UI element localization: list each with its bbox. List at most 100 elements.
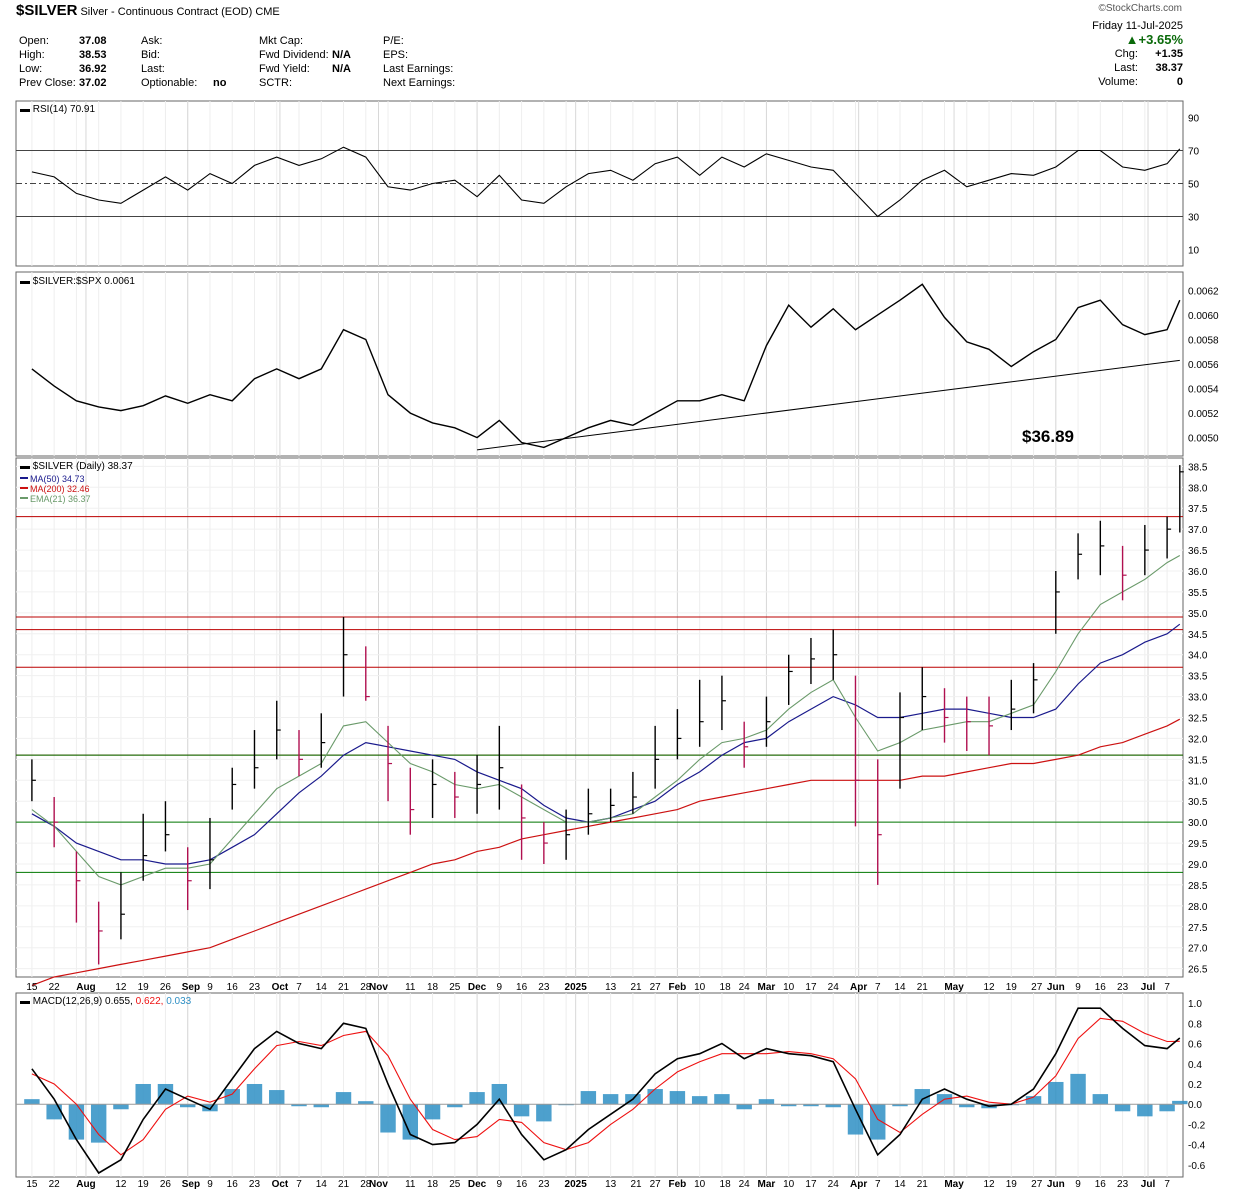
macd-histogram-bar	[736, 1104, 752, 1110]
eps-label: EPS:	[383, 49, 409, 61]
macd-panel-frame	[15, 992, 1184, 1178]
high-value: 38.53	[79, 49, 107, 61]
price-bar	[698, 679, 704, 747]
symbol: $SILVER	[16, 2, 78, 19]
low-label: Low:	[19, 63, 43, 75]
macd-histogram-bar	[714, 1094, 730, 1105]
price-bar	[253, 730, 259, 789]
x-tick-label: 21	[631, 982, 643, 993]
x-tick-label-bottom: 15	[26, 1179, 38, 1190]
macd-histogram-bar	[892, 1104, 908, 1107]
ratio-tick-label: 0.0054	[1188, 385, 1219, 396]
price-bar	[832, 629, 838, 680]
x-tick-label-bottom: 24	[739, 1179, 751, 1190]
macd-histogram-bar	[469, 1092, 485, 1105]
last-earnings-label: Last Earnings:	[383, 63, 454, 75]
macd-line	[31, 1007, 1181, 1175]
x-tick-label-bottom: Jul	[1141, 1179, 1156, 1190]
x-tick-label: 21	[917, 982, 929, 993]
price-tick-label: 38.0	[1188, 483, 1208, 494]
x-tick-label: 21	[338, 982, 350, 993]
macd-tick-label: 1.0	[1188, 999, 1202, 1010]
x-tick-label: 14	[316, 982, 328, 993]
prev-close-label: Prev Close:	[19, 77, 76, 89]
x-tick-label: 22	[49, 982, 61, 993]
macd-histogram-bar	[1025, 1096, 1042, 1105]
price-bar	[1055, 571, 1060, 634]
price-bar	[209, 817, 214, 890]
x-tick-label: 15	[26, 982, 38, 993]
x-tick-label-bottom: 9	[207, 1179, 213, 1190]
x-tick-label-bottom: 7	[296, 1179, 302, 1190]
macd-histogram-bar	[491, 1083, 508, 1105]
x-tick-label-bottom: 21	[917, 1179, 929, 1190]
macd-signal-line	[31, 1017, 1180, 1156]
last-price-value: 38.37	[1155, 62, 1183, 74]
price-bar	[1010, 679, 1016, 731]
x-tick-label-bottom: 24	[828, 1179, 840, 1190]
price-tick-label: 32.0	[1188, 734, 1208, 745]
x-tick-label-bottom: Apr	[850, 1179, 867, 1190]
price-tick-label: 35.5	[1188, 588, 1208, 599]
fwd-dividend-label: Fwd Dividend:	[259, 49, 329, 61]
macd-histogram-bar	[1048, 1081, 1064, 1105]
macd-histogram-bar	[1114, 1104, 1131, 1112]
x-tick-label: 23	[249, 982, 261, 993]
exchange: CME	[255, 6, 280, 18]
price-tick-label: 37.0	[1188, 525, 1208, 536]
price-bar	[921, 667, 927, 731]
x-tick-label-bottom: 7	[1164, 1179, 1170, 1190]
price-tick-label: 29.5	[1188, 839, 1208, 850]
price-bar	[31, 759, 36, 802]
macd-histogram-bar	[46, 1104, 62, 1120]
x-tick-label: 24	[828, 982, 840, 993]
x-tick-label: 12	[115, 982, 127, 993]
x-tick-label-bottom: Jun	[1047, 1179, 1065, 1190]
low-value: 36.92	[79, 63, 107, 75]
ratio-tick-label: 0.0050	[1188, 434, 1219, 445]
price-bar	[1179, 465, 1184, 533]
macd-tick-label: 0.0	[1188, 1100, 1202, 1111]
macd-histogram-bar	[157, 1083, 174, 1105]
x-tick-label: 18	[720, 982, 732, 993]
quote-col-3: Mkt Cap: Fwd Dividend: N/A Fwd Yield: N/…	[259, 34, 351, 90]
macd-tick-label: -0.4	[1188, 1141, 1206, 1152]
x-tick-label: 18	[427, 982, 439, 993]
x-tick-label-bottom: Nov	[369, 1179, 388, 1190]
x-tick-label: 19	[138, 982, 150, 993]
macd-tick-label: 0.4	[1188, 1060, 1202, 1071]
high-label: High:	[19, 49, 45, 61]
quote-col-1: Open: 37.08 High: 38.53 Low: 36.92 Prev …	[19, 34, 107, 90]
x-tick-label-bottom: 13	[605, 1179, 617, 1190]
price-tick-label: 38.5	[1188, 462, 1208, 473]
x-tick-label: 25	[449, 982, 461, 993]
price-bar	[454, 771, 459, 818]
macd-histogram-bar	[1172, 1100, 1188, 1105]
x-tick-label: 23	[538, 982, 550, 993]
price-bar	[142, 813, 148, 881]
ratio-tick-label: 0.0060	[1188, 311, 1219, 322]
x-tick-label: Nov	[369, 982, 388, 993]
x-tick-label: Jun	[1047, 982, 1065, 993]
x-tick-label: 26	[160, 982, 172, 993]
open-label: Open:	[19, 35, 49, 47]
ratio-legend: ▬ $SILVER:$SPX 0.0061	[20, 276, 135, 287]
macd-histogram-bar	[536, 1104, 552, 1122]
x-tick-label: 7	[875, 982, 881, 993]
ratio-tick-label: 0.0062	[1188, 286, 1219, 297]
price-tick-label: 29.0	[1188, 860, 1208, 871]
x-tick-label: 19	[1006, 982, 1018, 993]
x-tick-label: 24	[739, 982, 751, 993]
x-tick-label-bottom: 14	[894, 1179, 906, 1190]
macd-tick-label: 0.6	[1188, 1040, 1202, 1051]
price-tick-label: 31.5	[1188, 755, 1208, 766]
optionable-label: Optionable:	[141, 77, 198, 89]
price-bar	[1121, 545, 1127, 601]
price-tick-label: 33.5	[1188, 672, 1208, 683]
x-tick-label-bottom: 21	[338, 1179, 350, 1190]
price-bar	[476, 755, 482, 814]
price-bar	[120, 872, 125, 940]
x-tick-label-bottom: Aug	[76, 1179, 95, 1190]
x-tick-label-bottom: Mar	[758, 1179, 776, 1190]
